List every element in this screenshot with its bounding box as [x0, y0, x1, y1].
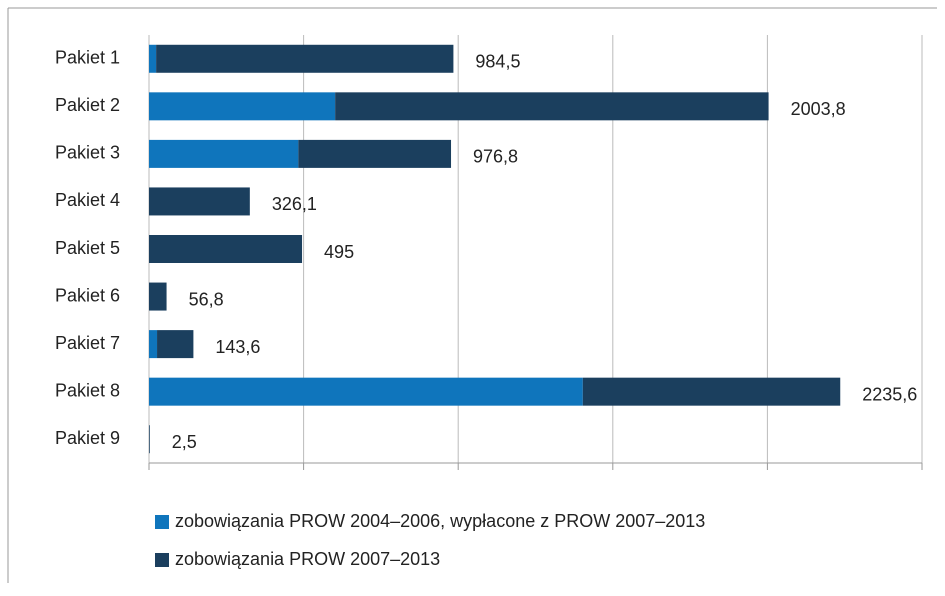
total-label: 56,8	[189, 289, 224, 309]
bar-segment	[149, 377, 583, 406]
legend-label: zobowiązania PROW 2007–2013	[175, 549, 440, 569]
y-tick-label: Pakiet 7	[55, 333, 120, 353]
bar-segment	[298, 139, 452, 168]
total-label: 495	[324, 242, 354, 262]
y-tick-label: Pakiet 2	[55, 95, 120, 115]
total-label: 326,1	[272, 194, 317, 214]
bar-segment	[156, 44, 454, 73]
bar-segment	[149, 425, 150, 454]
legend-swatch	[155, 553, 169, 567]
bar-segment	[149, 139, 299, 168]
legend-swatch	[155, 515, 169, 529]
y-tick-label: Pakiet 4	[55, 190, 120, 210]
bar-segment	[149, 282, 167, 311]
bar-segment	[149, 187, 250, 216]
y-tick-label: Pakiet 1	[55, 48, 120, 68]
total-label: 143,6	[215, 337, 260, 357]
y-tick-label: Pakiet 9	[55, 428, 120, 448]
y-tick-label: Pakiet 3	[55, 143, 120, 163]
bar-segment	[149, 92, 336, 121]
y-tick-label: Pakiet 5	[55, 238, 120, 258]
bar-segment	[157, 330, 194, 359]
bar-segment	[335, 92, 769, 121]
bar-segment	[149, 330, 158, 359]
total-label: 984,5	[475, 52, 520, 72]
legend-label: zobowiązania PROW 2004–2006, wypłacone z…	[175, 511, 705, 531]
total-label: 976,8	[473, 147, 518, 167]
y-tick-label: Pakiet 8	[55, 380, 120, 400]
total-label: 2003,8	[791, 99, 846, 119]
bar-segment	[582, 377, 841, 406]
y-tick-label: Pakiet 6	[55, 285, 120, 305]
total-label: 2235,6	[862, 384, 917, 404]
bar-segment	[149, 235, 303, 263]
bar-segment	[149, 44, 157, 73]
total-label: 2,5	[172, 432, 197, 452]
